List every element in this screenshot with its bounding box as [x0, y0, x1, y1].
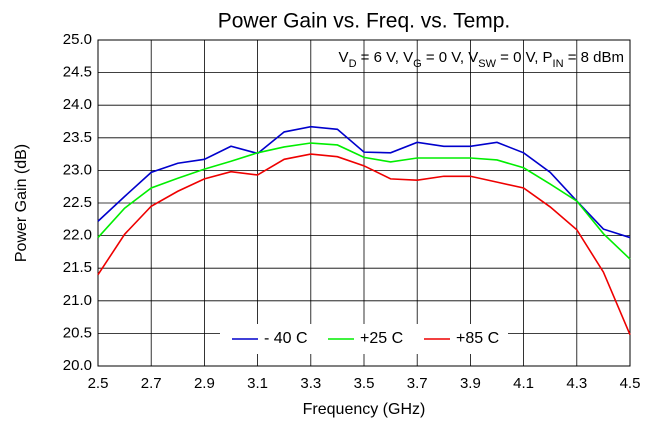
x-tick-label: 3.1: [247, 375, 268, 392]
annotation-text: = 6 V, V: [357, 49, 414, 66]
annotation-subscript: D: [349, 58, 357, 70]
y-tick-label: 21.5: [63, 259, 92, 276]
y-tick-label: 22.0: [63, 227, 92, 244]
x-tick-label: 3.5: [354, 375, 375, 392]
y-tick-label: 20.5: [63, 324, 92, 341]
annotation-text: = 8 dBm: [564, 49, 624, 66]
y-tick-label: 23.5: [63, 129, 92, 146]
x-tick-label: 3.9: [460, 375, 481, 392]
y-tick-label: 24.5: [63, 64, 92, 81]
annotation: VD = 6 V, VG = 0 V, VSW = 0 V, PIN = 8 d…: [339, 49, 624, 70]
series-line: [97, 125, 631, 239]
chart-title: Power Gain vs. Freq. vs. Temp.: [218, 10, 511, 33]
x-tick-label: 4.3: [566, 375, 587, 392]
plot-frame: [97, 39, 631, 367]
x-tick-label: 2.7: [141, 375, 162, 392]
y-tick-label: 23.0: [63, 161, 92, 178]
legend-label: - 40 C: [264, 330, 308, 347]
y-tick-label: 20.0: [63, 357, 92, 374]
y-tick-label: 25.0: [63, 31, 92, 48]
x-tick-label: 4.1: [513, 375, 534, 392]
y-tick-label: 22.5: [63, 194, 92, 211]
y-tick-label: 24.0: [63, 96, 92, 113]
annotation-subscript: G: [413, 58, 422, 70]
x-tick-label: 4.5: [620, 375, 641, 392]
x-axis-label: Frequency (GHz): [303, 401, 426, 418]
legend-label: +85 C: [456, 330, 499, 347]
x-tick-label: 3.7: [407, 375, 428, 392]
x-tick-label: 2.5: [88, 375, 109, 392]
annotation-text: = 0 V, V: [422, 49, 479, 66]
x-tick-label: 2.9: [194, 375, 215, 392]
annotation-text: V: [339, 49, 349, 66]
annotation-text: = 0 V, P: [496, 49, 553, 66]
legend-label: +25 C: [360, 330, 403, 347]
legend-box: [220, 324, 508, 354]
series-line: [97, 142, 631, 260]
x-tick-label: 3.3: [300, 375, 321, 392]
y-axis-label: Power Gain (dB): [13, 144, 30, 262]
y-tick-label: 21.0: [63, 292, 92, 309]
series-line: [97, 153, 631, 336]
annotation-subscript: IN: [553, 58, 564, 70]
annotation-subscript: SW: [478, 58, 496, 70]
